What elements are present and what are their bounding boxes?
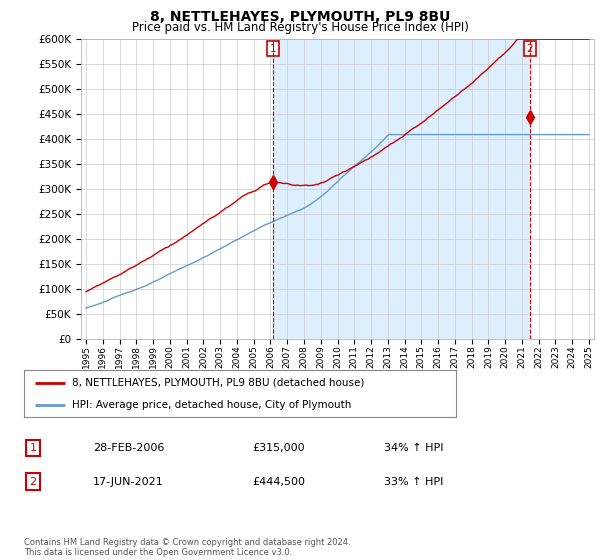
Text: 28-FEB-2006: 28-FEB-2006: [93, 443, 164, 453]
Text: £315,000: £315,000: [252, 443, 305, 453]
Text: HPI: Average price, detached house, City of Plymouth: HPI: Average price, detached house, City…: [71, 400, 351, 410]
Text: Contains HM Land Registry data © Crown copyright and database right 2024.
This d: Contains HM Land Registry data © Crown c…: [24, 538, 350, 557]
Bar: [273, 39, 530, 339]
Text: Price paid vs. HM Land Registry's House Price Index (HPI): Price paid vs. HM Land Registry's House …: [131, 21, 469, 34]
Text: 2: 2: [526, 44, 533, 54]
Text: 34% ↑ HPI: 34% ↑ HPI: [384, 443, 443, 453]
Text: 33% ↑ HPI: 33% ↑ HPI: [384, 477, 443, 487]
Text: 17-JUN-2021: 17-JUN-2021: [93, 477, 164, 487]
Text: 1: 1: [29, 443, 37, 453]
Text: 1: 1: [270, 44, 277, 54]
Text: 2: 2: [29, 477, 37, 487]
Text: £444,500: £444,500: [252, 477, 305, 487]
Text: 8, NETTLEHAYES, PLYMOUTH, PL9 8BU (detached house): 8, NETTLEHAYES, PLYMOUTH, PL9 8BU (detac…: [71, 378, 364, 388]
Text: 8, NETTLEHAYES, PLYMOUTH, PL9 8BU: 8, NETTLEHAYES, PLYMOUTH, PL9 8BU: [150, 10, 450, 24]
